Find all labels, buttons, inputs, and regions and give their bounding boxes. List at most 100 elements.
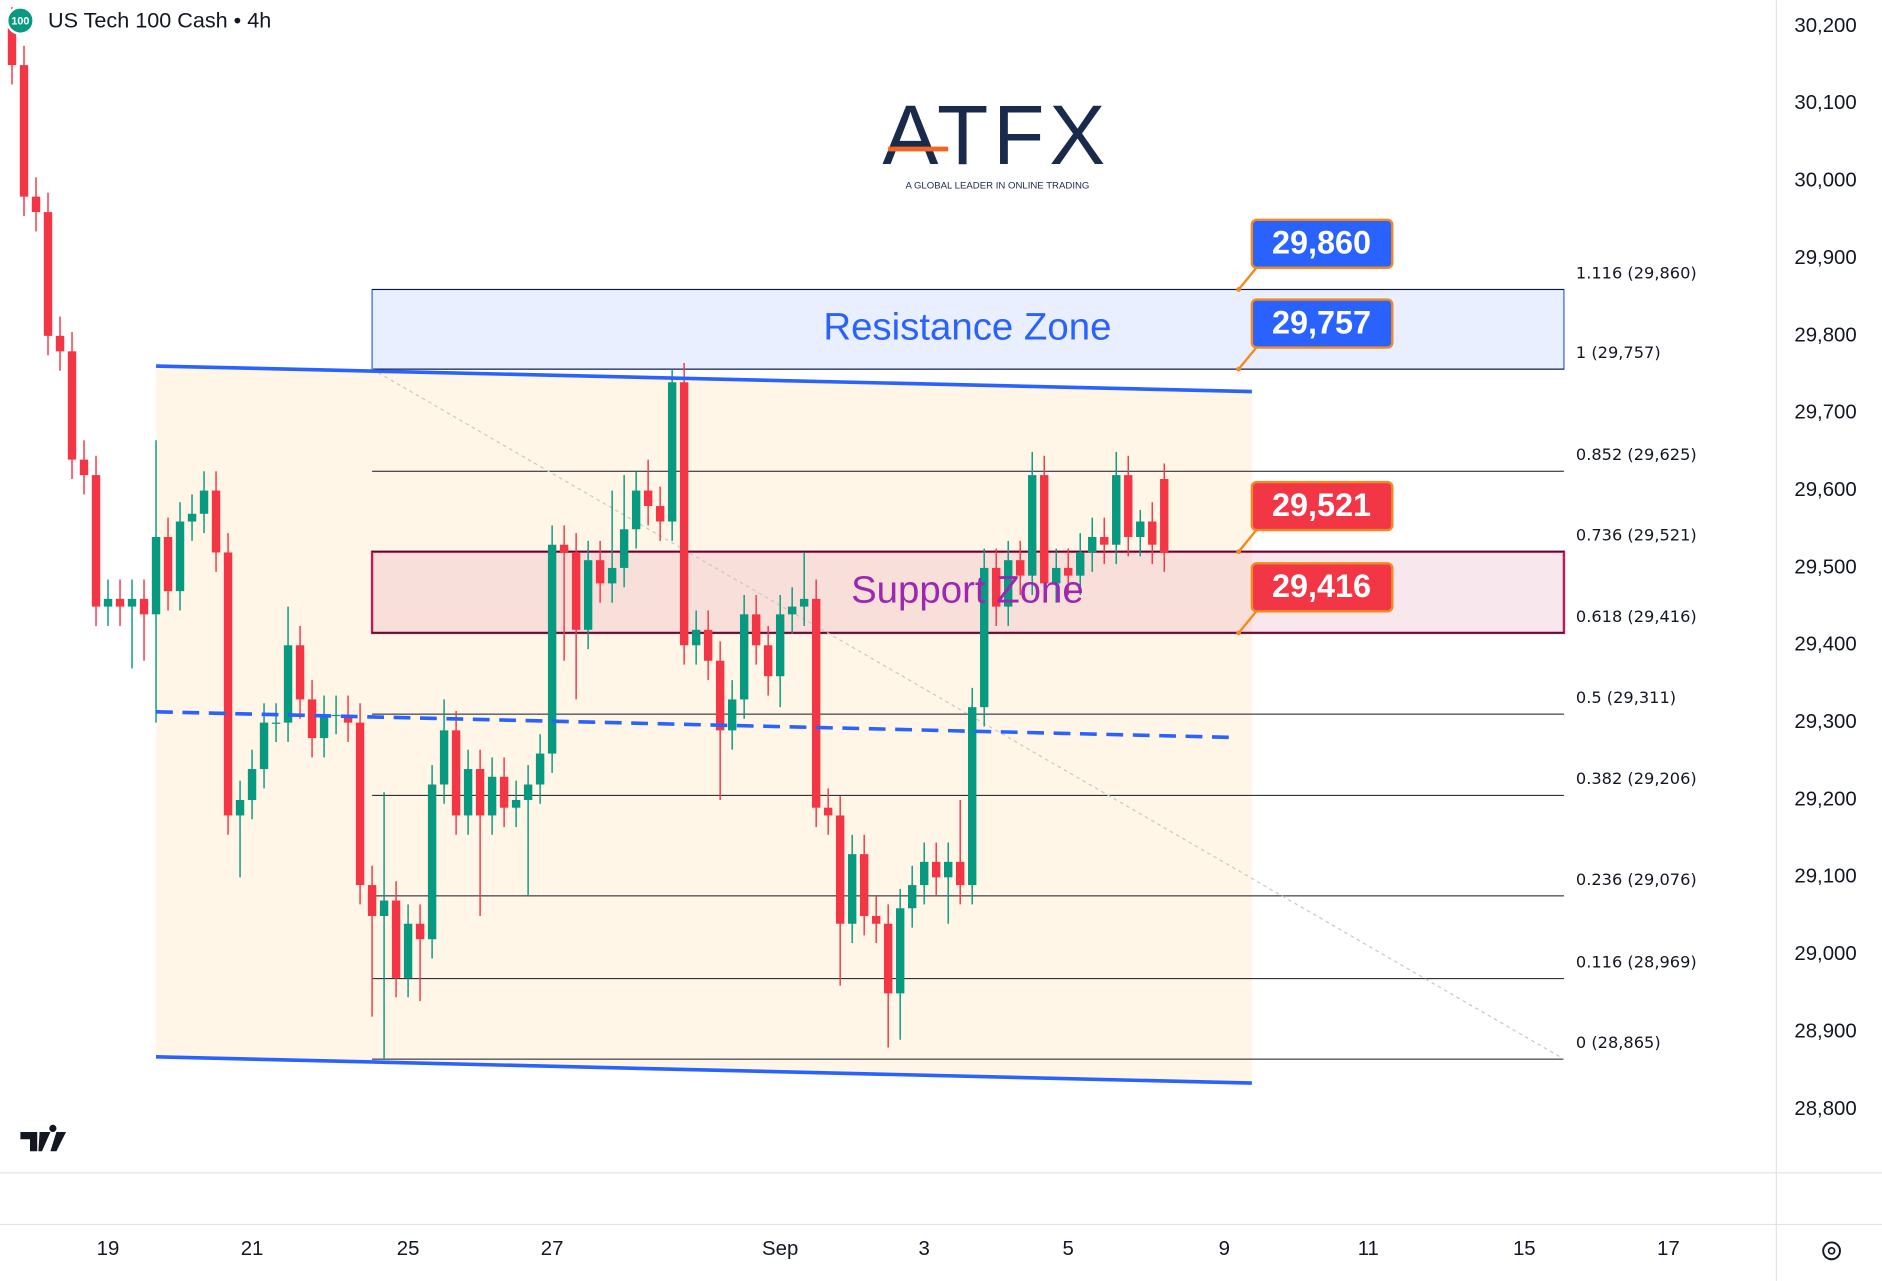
candle-body: [187, 513, 197, 522]
candle-body: [199, 490, 209, 514]
candle-body: [403, 923, 413, 978]
candle-body: [547, 544, 557, 754]
callout-anchor: [1236, 287, 1242, 292]
candle-body: [727, 699, 737, 731]
candle-layer: [7, 7, 1169, 1060]
candle-body: [607, 567, 617, 584]
tradingview-logo: [20, 1124, 67, 1152]
callout-anchor: [1236, 549, 1242, 555]
candle-body: [655, 506, 665, 522]
fib-label: 1.116 (29,860): [1576, 263, 1697, 282]
y-tick-label: 28,900: [1794, 1020, 1856, 1042]
candle-body: [523, 784, 533, 800]
logo: ATFX: [882, 88, 1110, 182]
candle-body: [319, 714, 329, 739]
candle-body: [31, 196, 41, 213]
candle-body: [235, 799, 245, 816]
y-tick-label: 29,900: [1794, 247, 1856, 269]
channel-lower: [155, 1054, 1252, 1085]
candle-body: [1040, 475, 1049, 584]
candle-body: [859, 854, 869, 917]
candle-body: [271, 722, 281, 724]
callout-box: [1250, 298, 1394, 349]
candle-body: [247, 769, 257, 800]
candle-body: [715, 660, 725, 731]
candle-body: [211, 490, 221, 553]
candle-body: [67, 351, 77, 460]
x-tick-label: 5: [1063, 1238, 1074, 1260]
y-tick-label: 29,200: [1794, 788, 1856, 810]
candle-body: [919, 861, 929, 886]
candle-body: [535, 753, 545, 785]
x-tick-label: 19: [97, 1238, 120, 1260]
fib-label: 0.382 (29,206): [1576, 769, 1697, 788]
callout-box: [1250, 562, 1394, 613]
candle-body: [151, 536, 161, 615]
candle-body: [559, 544, 569, 553]
candle-body: [823, 807, 833, 816]
y-tick-label: 30,000: [1794, 170, 1856, 192]
candle-body: [763, 645, 773, 677]
candle-body: [283, 645, 293, 723]
x-tick-label: 21: [241, 1238, 264, 1260]
candle-body: [439, 730, 449, 785]
y-tick-label: 29,800: [1794, 324, 1856, 346]
candle-body: [499, 776, 509, 808]
y-tick-label: 30,100: [1794, 92, 1856, 114]
candle-body: [643, 490, 653, 507]
candle-body: [127, 598, 137, 607]
y-tick-label: 29,700: [1794, 402, 1856, 424]
candle-body: [583, 560, 593, 630]
candle-body: [343, 714, 353, 723]
y-tick-label: 29,500: [1794, 556, 1856, 578]
settings-icon[interactable]: [1822, 1241, 1841, 1261]
candle-body: [799, 598, 809, 607]
fib-label: 0 (28,865): [1576, 1033, 1661, 1052]
callout-label: 29,521: [1272, 487, 1371, 523]
fib-trend-line: [371, 368, 1565, 1060]
candle-body: [391, 900, 401, 978]
candle-body: [175, 521, 185, 592]
x-tick-label: 11: [1358, 1238, 1379, 1260]
y-tick-label: 29,000: [1794, 943, 1856, 965]
x-tick-label: 3: [919, 1238, 930, 1260]
candle-body: [103, 598, 113, 607]
candle-body: [907, 885, 917, 909]
x-tick-label: Sep: [762, 1238, 798, 1260]
candle-body: [55, 335, 65, 352]
candle-body: [667, 382, 677, 522]
channel-upper: [155, 364, 1252, 394]
candle-body: [1016, 560, 1025, 576]
candle-body: [835, 815, 845, 924]
candle-body: [511, 799, 521, 808]
candle-body: [787, 606, 797, 615]
fib-label: 0.236 (29,076): [1576, 870, 1697, 889]
candle-body: [992, 567, 1001, 607]
candle-body: [139, 598, 149, 615]
candle-body: [475, 769, 485, 816]
candle-body: [1124, 475, 1133, 537]
candle-body: [379, 900, 389, 917]
candle-body: [944, 861, 953, 878]
candle-body: [703, 629, 713, 661]
candle-body: [595, 560, 605, 584]
callout-label: 29,757: [1272, 304, 1371, 340]
candle-body: [19, 65, 29, 197]
y-tick-label: 29,600: [1794, 479, 1856, 501]
candle-body: [307, 699, 317, 739]
x-tick-label: 9: [1219, 1238, 1230, 1260]
candle-body: [355, 722, 365, 886]
y-tick-label: 30,200: [1794, 15, 1856, 37]
candle-body: [223, 552, 233, 816]
badge-text: 100: [11, 16, 29, 28]
symbol-badge: [6, 6, 35, 35]
candle-body: [691, 629, 701, 646]
candle-body: [847, 854, 857, 924]
candle-body: [1112, 475, 1121, 545]
y-tick-label: 29,300: [1794, 711, 1856, 733]
logo-tagline: A GLOBAL LEADER IN ONLINE TRADING: [905, 181, 1089, 192]
fib-label: 1 (29,757): [1576, 343, 1661, 362]
candle-body: [295, 645, 305, 700]
